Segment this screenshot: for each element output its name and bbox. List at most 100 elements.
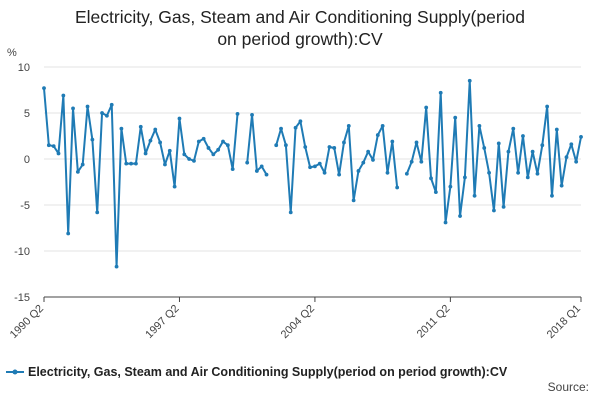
data-point[interactable] [129,161,133,166]
data-point[interactable] [419,159,424,164]
data-point[interactable] [85,104,90,109]
data-point[interactable] [317,161,322,166]
data-point[interactable] [274,143,279,148]
data-point[interactable] [196,139,201,144]
data-point[interactable] [75,169,80,174]
data-point[interactable] [385,170,390,175]
data-point[interactable] [506,149,511,154]
data-point[interactable] [298,119,303,124]
data-point[interactable] [216,147,221,152]
data-point[interactable] [138,124,143,129]
data-point[interactable] [124,161,129,166]
data-point[interactable] [172,184,177,189]
data-point[interactable] [250,112,254,117]
data-point[interactable] [167,148,172,153]
data-point[interactable] [429,176,433,181]
data-point[interactable] [342,140,346,145]
data-point[interactable] [119,126,124,131]
data-point[interactable] [371,158,375,162]
data-point[interactable] [530,149,535,154]
data-point[interactable] [458,214,462,218]
data-point[interactable] [332,146,337,150]
data-point[interactable] [550,193,554,198]
data-point[interactable] [487,170,491,175]
data-point[interactable] [579,135,583,139]
data-point[interactable] [313,164,317,169]
data-point[interactable] [61,93,66,98]
data-point[interactable] [264,172,269,177]
data-point[interactable] [303,145,308,149]
legend[interactable]: Electricity, Gas, Steam and Air Conditio… [6,365,508,379]
data-point[interactable] [90,137,95,142]
data-point[interactable] [192,158,196,163]
data-point[interactable] [293,125,298,130]
data-point[interactable] [448,184,453,189]
data-point[interactable] [225,143,230,148]
data-point[interactable] [414,140,419,145]
data-point[interactable] [472,193,477,198]
data-point[interactable] [221,139,225,144]
data-point[interactable] [279,126,283,131]
data-point[interactable] [206,146,211,150]
data-point[interactable] [177,116,182,121]
data-point[interactable] [351,198,356,203]
data-point[interactable] [337,172,342,177]
data-point[interactable] [71,106,75,111]
data-point[interactable] [409,159,414,164]
data-point[interactable] [259,164,264,169]
data-point[interactable] [516,170,521,175]
data-point[interactable] [477,123,482,128]
data-point[interactable] [327,145,332,149]
data-point[interactable] [482,146,487,150]
data-point[interactable] [56,151,61,156]
data-point[interactable] [109,102,114,107]
data-point[interactable] [182,152,187,157]
data-point[interactable] [395,185,400,190]
data-point[interactable] [375,133,380,137]
data-point[interactable] [535,171,540,176]
data-point[interactable] [230,167,235,172]
data-point[interactable] [390,139,395,144]
data-point[interactable] [211,152,216,157]
data-point[interactable] [496,141,501,146]
data-point[interactable] [467,78,472,83]
data-point[interactable] [525,175,530,180]
data-point[interactable] [104,113,109,118]
data-point[interactable] [574,159,579,164]
data-point[interactable] [114,264,119,269]
data-point[interactable] [46,143,51,148]
data-point[interactable] [201,136,206,141]
data-point[interactable] [356,169,361,173]
data-point[interactable] [453,115,458,120]
data-point[interactable] [322,170,327,175]
data-point[interactable] [404,171,409,176]
data-point[interactable] [66,231,71,236]
data-point[interactable] [42,86,46,91]
data-point[interactable] [308,165,312,170]
data-point[interactable] [100,111,104,115]
data-point[interactable] [95,210,100,215]
data-point[interactable] [564,155,569,160]
data-point[interactable] [559,183,564,188]
data-point[interactable] [283,143,288,148]
data-point[interactable] [540,143,545,148]
data-point[interactable] [545,104,550,109]
data-point[interactable] [187,157,192,161]
data-point[interactable] [511,126,516,131]
data-point[interactable] [438,90,443,95]
data-point[interactable] [158,140,163,145]
data-point[interactable] [462,175,467,180]
data-point[interactable] [501,204,506,209]
data-point[interactable] [424,105,429,110]
data-point[interactable] [433,190,438,195]
data-point[interactable] [346,123,351,128]
data-point[interactable] [361,160,366,165]
data-point[interactable] [569,142,574,147]
data-point[interactable] [288,210,293,215]
data-point[interactable] [51,144,56,149]
data-point[interactable] [521,134,525,138]
data-point[interactable] [245,160,250,165]
data-point[interactable] [254,169,259,173]
data-point[interactable] [80,162,85,167]
data-point[interactable] [554,127,559,132]
